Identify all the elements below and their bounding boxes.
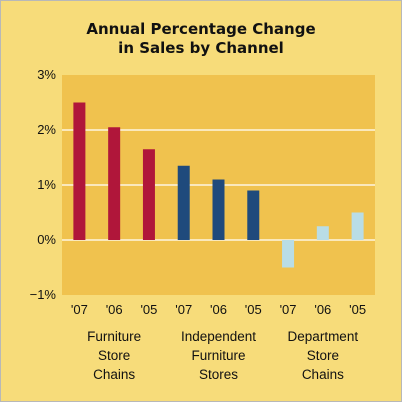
x-tick-label: '05 xyxy=(245,302,262,317)
group-label: Store xyxy=(98,348,130,363)
group-label: Chains xyxy=(93,367,135,382)
bar xyxy=(108,127,121,240)
bar xyxy=(316,226,329,240)
x-tick-label: '05 xyxy=(140,302,157,317)
x-tick-label: '07 xyxy=(280,302,297,317)
chart-title-line-1: Annual Percentage Change xyxy=(86,20,315,38)
bar xyxy=(177,165,190,240)
bar xyxy=(142,149,155,240)
x-tick-label: '05 xyxy=(349,302,366,317)
y-tick-label: 3% xyxy=(37,67,56,82)
bar xyxy=(282,240,295,268)
y-tick-label: 0% xyxy=(37,232,56,247)
x-tick-label: '06 xyxy=(314,302,331,317)
group-label: Stores xyxy=(199,367,238,382)
bar xyxy=(247,190,260,240)
bar xyxy=(73,102,86,240)
chart-title-line-2: in Sales by Channel xyxy=(118,39,284,57)
x-tick-label: '07 xyxy=(175,302,192,317)
bar xyxy=(212,179,225,240)
y-tick-label: 1% xyxy=(37,177,56,192)
group-label: Store xyxy=(307,348,339,363)
group-label: Chains xyxy=(302,367,344,382)
y-tick-label: 2% xyxy=(37,122,56,137)
x-tick-label: '06 xyxy=(210,302,227,317)
group-label: Furniture xyxy=(87,329,141,344)
x-tick-label: '07 xyxy=(71,302,88,317)
group-label: Independent xyxy=(181,329,256,344)
y-tick-label: −1% xyxy=(30,287,57,302)
group-label: Department xyxy=(288,329,359,344)
group-label: Furniture xyxy=(191,348,245,363)
x-tick-label: '06 xyxy=(106,302,123,317)
bar xyxy=(351,212,364,240)
